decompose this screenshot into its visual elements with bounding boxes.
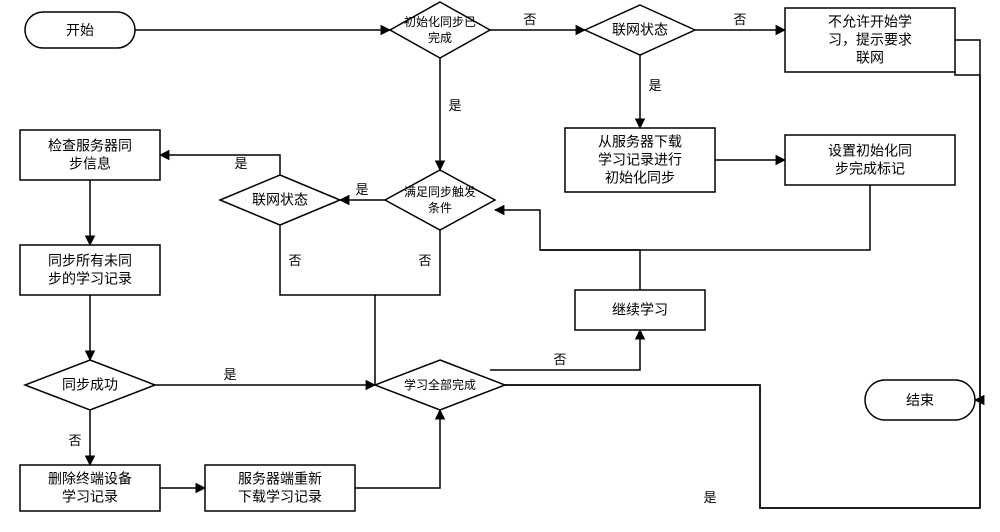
- node-net2: 联网状态: [220, 175, 340, 225]
- edge-label: 否: [733, 12, 746, 27]
- edge-label: 否: [523, 12, 536, 27]
- svg-text:学习记录: 学习记录: [62, 490, 118, 506]
- node-trigger: 满足同步触发条件: [385, 170, 495, 230]
- svg-text:服务器端重新: 服务器端重新: [238, 472, 322, 488]
- svg-text:步的学习记录: 步的学习记录: [48, 272, 132, 288]
- svg-text:满足同步触发: 满足同步触发: [404, 184, 476, 199]
- node-re_dl: 服务器端重新下载学习记录: [205, 465, 355, 511]
- svg-text:步信息: 步信息: [69, 156, 111, 173]
- svg-text:结束: 结束: [906, 393, 934, 409]
- edge-label: 是: [648, 78, 661, 93]
- svg-text:条件: 条件: [428, 201, 452, 215]
- svg-text:不允许开始学: 不允许开始学: [828, 15, 912, 31]
- node-all_done: 学习全部完成: [375, 360, 505, 410]
- svg-text:删除终端设备: 删除终端设备: [48, 471, 132, 488]
- svg-text:完成: 完成: [428, 30, 452, 45]
- node-net1: 联网状态: [585, 5, 695, 55]
- svg-text:初始化同步已: 初始化同步已: [404, 15, 476, 29]
- edge-label: 是: [448, 98, 461, 113]
- node-init_done: 初始化同步已完成: [390, 2, 490, 58]
- edge-label: 否: [288, 253, 301, 268]
- svg-text:继续学习: 继续学习: [612, 302, 668, 319]
- svg-text:同步所有未同: 同步所有未同: [48, 254, 132, 270]
- svg-text:习，提示要求: 习，提示要求: [828, 33, 912, 49]
- svg-text:学习全部完成: 学习全部完成: [404, 377, 476, 392]
- node-end: 结束: [865, 380, 975, 420]
- node-sync_all: 同步所有未同步的学习记录: [20, 245, 160, 295]
- svg-text:联网: 联网: [856, 51, 884, 67]
- svg-text:学习记录进行: 学习记录进行: [598, 153, 682, 169]
- node-sync_ok: 同步成功: [25, 360, 155, 410]
- svg-text:开始: 开始: [66, 23, 94, 39]
- svg-text:检查服务器同: 检查服务器同: [48, 139, 132, 155]
- node-start: 开始: [25, 12, 135, 48]
- edge-label: 否: [68, 433, 81, 448]
- svg-text:联网状态: 联网状态: [612, 23, 668, 39]
- edge-label: 是: [223, 367, 236, 382]
- svg-text:联网状态: 联网状态: [252, 193, 308, 209]
- node-del_local: 删除终端设备学习记录: [20, 465, 160, 511]
- edge-label: 否: [418, 253, 431, 268]
- node-deny: 不允许开始学习，提示要求联网: [785, 8, 955, 72]
- svg-text:初始化同步: 初始化同步: [605, 170, 675, 187]
- node-check_srv: 检查服务器同步信息: [20, 130, 160, 180]
- svg-text:同步成功: 同步成功: [62, 378, 118, 394]
- svg-text:下载学习记录: 下载学习记录: [238, 490, 322, 506]
- svg-text:从服务器下载: 从服务器下载: [598, 135, 682, 151]
- node-continue: 继续学习: [575, 290, 705, 330]
- svg-text:设置初始化同: 设置初始化同: [828, 143, 912, 160]
- edge-label: 是: [703, 490, 716, 505]
- edge-label: 是: [234, 156, 247, 171]
- edge-label: 否: [553, 352, 566, 367]
- node-dl_init: 从服务器下载学习记录进行初始化同步: [565, 128, 715, 192]
- svg-text:步完成标记: 步完成标记: [835, 162, 905, 178]
- edge-label: 是: [355, 182, 368, 197]
- node-set_flag: 设置初始化同步完成标记: [785, 135, 955, 185]
